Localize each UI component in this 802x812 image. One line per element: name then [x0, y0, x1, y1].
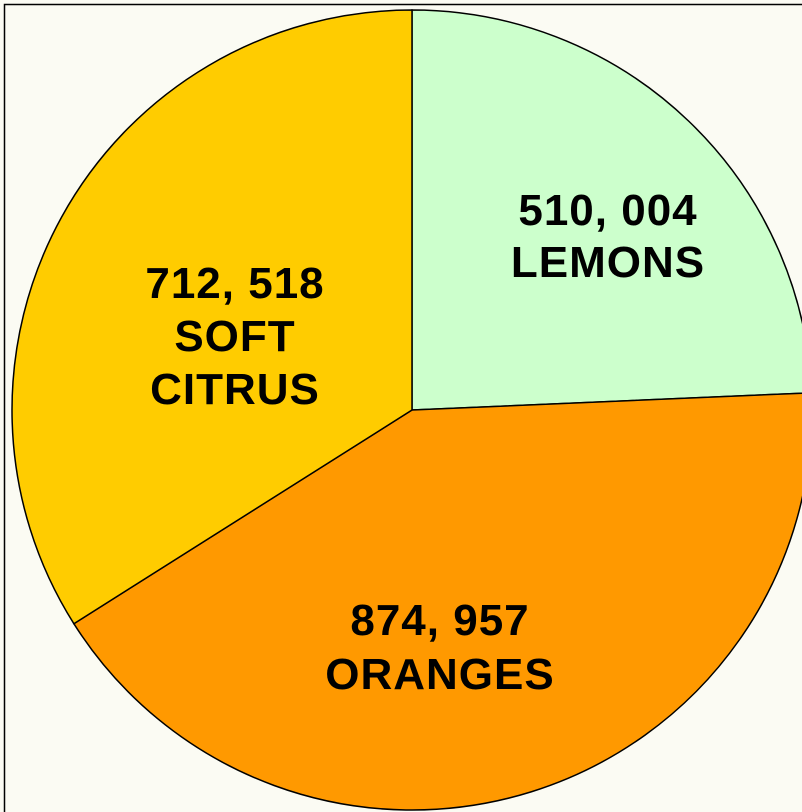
value-label: 510, 004 — [518, 186, 698, 235]
category-label: LEMONS — [510, 238, 706, 287]
value-label: 712, 518 — [145, 259, 325, 308]
frame — [3, 3, 802, 812]
pie-slice — [411, 9, 802, 411]
value-label: 874, 957 — [350, 596, 530, 645]
category-label: SOFT CITRUS — [150, 312, 320, 414]
category-label: ORANGES — [325, 650, 555, 699]
pie-slice — [72, 392, 802, 811]
pie-slice — [11, 9, 413, 625]
